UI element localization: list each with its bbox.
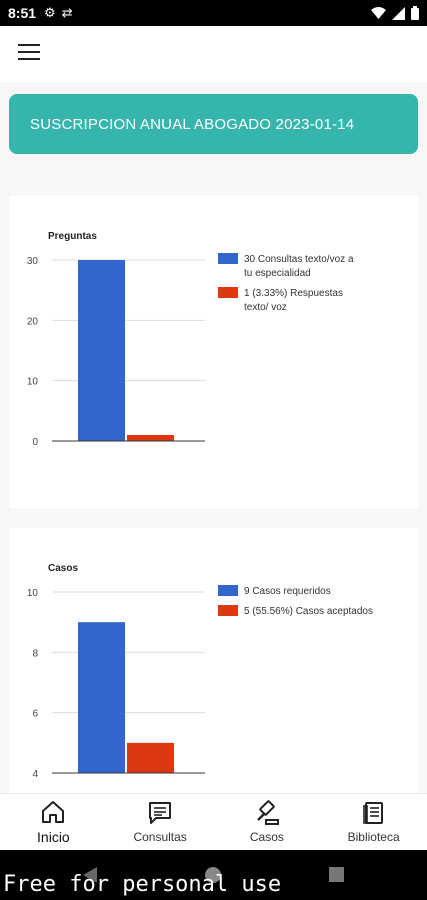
app-header (0, 26, 427, 82)
y-tick-label: 4 (32, 769, 38, 780)
book-icon (362, 802, 383, 824)
nav-casos-label: Casos (249, 830, 284, 844)
wifi-icon (371, 6, 386, 19)
bar-2[interactable] (127, 434, 174, 441)
legend-swatch-1 (218, 585, 238, 596)
nav-consultas-label: Consultas (133, 830, 187, 844)
legend-label-1: 9 Casos requeridos (244, 586, 331, 597)
hamburger-menu-icon[interactable] (18, 44, 40, 62)
chart-title: Casos (48, 563, 78, 574)
chart-title: Preguntas (48, 231, 97, 242)
chart-card-casos: Casos 4 6 8 10 9 Casos requeridos 5 (55.56%) C… (9, 528, 418, 793)
settings-gear-icon: ⚙ (44, 5, 56, 20)
recents-square-icon[interactable] (329, 867, 344, 882)
chart-casos: Casos 4 6 8 10 9 Casos requeridos 5 (55.56%) C… (27, 563, 373, 780)
legend-swatch-2 (218, 287, 238, 298)
y-tick-label: 30 (27, 256, 39, 267)
legend-swatch-1 (218, 253, 238, 264)
bar-2[interactable] (127, 742, 174, 773)
subscription-banner: SUSCRIPCION ANUAL ABOGADO 2023-01-14 (9, 94, 418, 154)
home-circle-icon[interactable] (204, 866, 222, 884)
y-tick-label: 8 (32, 648, 38, 659)
home-icon (42, 801, 65, 823)
legend-swatch-2 (218, 605, 238, 616)
nav-biblioteca-label: Biblioteca (347, 830, 400, 844)
nav-inicio-label: Inicio (37, 829, 70, 845)
watermark-text: Free for personal use (3, 872, 282, 897)
sync-icon: ⇄ (61, 5, 73, 20)
system-navigation-bar (0, 850, 427, 900)
y-tick-label: 10 (27, 588, 39, 599)
chat-icon (149, 802, 172, 824)
nav-inicio[interactable]: Inicio (0, 794, 107, 850)
y-tick-label: 20 (27, 316, 39, 327)
status-time: 8:51 (8, 5, 37, 21)
chart-preguntas: Preguntas 0 10 20 30 30 Consultas texto/voz a… (27, 231, 354, 448)
nav-consultas[interactable]: Consultas (107, 794, 214, 850)
nav-biblioteca[interactable]: Biblioteca (320, 794, 427, 850)
signal-icon (392, 6, 405, 20)
y-tick-label: 0 (32, 437, 38, 448)
y-tick-label: 6 (32, 709, 38, 720)
battery-icon (411, 6, 419, 20)
bottom-navigation: Inicio Consultas Casos Biblioteca (0, 793, 427, 850)
subscription-banner-text: SUSCRIPCION ANUAL ABOGADO 2023-01-14 (30, 115, 355, 133)
bar-1[interactable] (78, 260, 125, 441)
bar-1[interactable] (78, 622, 125, 773)
back-icon[interactable] (82, 866, 98, 884)
y-tick-label: 10 (27, 377, 39, 388)
legend-label-2: 5 (55.56%) Casos aceptados (244, 606, 373, 617)
gavel-icon (257, 800, 279, 825)
chart-card-preguntas: Preguntas 0 10 20 30 30 Consultas texto/voz a… (9, 196, 418, 508)
legend-label-2: 1 (3.33%) Respuestas texto/ voz (244, 288, 343, 313)
nav-casos[interactable]: Casos (214, 794, 321, 850)
status-bar: 8:51 ⚙ ⇄ (0, 0, 427, 26)
legend-label-1: 30 Consultas texto/voz a tu especialidad (244, 254, 354, 279)
